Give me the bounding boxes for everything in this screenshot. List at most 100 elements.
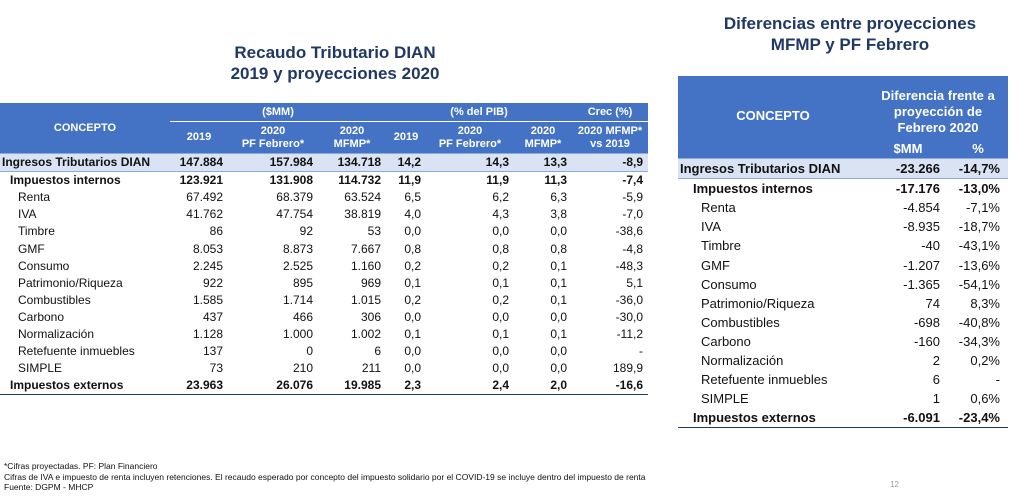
row-label: Normalización <box>18 326 95 341</box>
table-row: Ingresos Tributarios DIAN 147.884 157.984 1… <box>0 152 649 173</box>
cell-v2020mfmp: 306 <box>360 309 381 324</box>
cell-p2019: 0,1 <box>404 326 421 341</box>
cell-v2020mfmp: 1.002 <box>350 326 381 341</box>
table-row: Retefuente inmuebles 6 - <box>678 370 1008 389</box>
cell-v2020pf: 68.379 <box>276 190 313 205</box>
cell-crec: -7,4 <box>622 173 644 188</box>
cell-p2020mfmp: 13,3 <box>514 152 573 173</box>
cell-p2020mfmp: 0,0 <box>550 224 568 239</box>
row-label: SIMPLE <box>701 391 749 407</box>
cell-v2020pf: 8.873 <box>282 241 313 256</box>
cell-p2020pf: 0,0 <box>492 344 509 359</box>
cell-pct: 0,2% <box>970 352 1000 368</box>
cell-v2020mfmp: 134.718 <box>318 152 386 173</box>
cell-p2020mfmp: 0,0 <box>550 309 568 324</box>
cell-v2020mfmp: 1.160 <box>350 258 381 273</box>
cell-mm: -8.935 <box>903 219 940 235</box>
cell-p2020pf: 0,1 <box>492 275 509 290</box>
cell-p2020mfmp: 0,1 <box>550 275 568 290</box>
cell-pct: -13,0% <box>958 181 1000 197</box>
cell-v2020pf: 210 <box>292 361 313 376</box>
cell-v2020mfmp: 63.524 <box>344 190 381 205</box>
row-label: Patrimonio/Riqueza <box>701 295 815 311</box>
table-row: Impuestos externos 23.963 26.076 19.985 2,3 2… <box>0 377 649 396</box>
right-header-row-1: CONCEPTO Diferencia frente a proyección … <box>678 76 1008 159</box>
cell-v2019: 1.585 <box>192 292 223 307</box>
cell-v2019: 23.963 <box>170 377 228 396</box>
cell-p2020mfmp: 6,3 <box>550 190 568 205</box>
table-row: Impuestos internos -17.176 -13,0% <box>678 179 1008 199</box>
footnote-line-2: Cifras de IVA e impuesto de renta incluy… <box>4 471 646 482</box>
cell-v2020mfmp: 53 <box>367 224 381 239</box>
cell-p2020mfmp: 0,1 <box>550 292 568 307</box>
cell-p2020mfmp: 0,0 <box>550 344 568 359</box>
footnote-line-1: *Cifras proyectadas. PF: Plan Financiero <box>4 461 158 471</box>
row-label: Ingresos Tributarios DIAN <box>678 157 868 180</box>
table-row: Timbre -40 -43,1% <box>678 236 1008 255</box>
cell-p2020mfmp: 11,3 <box>544 173 568 188</box>
right-header-row-2: $MM % <box>678 138 1008 159</box>
cell-p2019: 0,0 <box>404 344 421 359</box>
cell-p2020pf: 6,2 <box>492 190 509 205</box>
cell-v2020pf: 1.714 <box>282 292 313 307</box>
table-row: SIMPLE 1 0,6% <box>678 389 1008 408</box>
pib-2019-header: 2019 <box>386 121 426 154</box>
cell-v2019: 8.053 <box>192 241 223 256</box>
left-header-row-2: 2019 2020 PF Febrero* 2020 MFMP* 2019 2020… <box>0 121 649 154</box>
cell-crec: - <box>639 344 644 359</box>
cell-crec: 189,9 <box>613 361 644 376</box>
cell-v2019: 1.128 <box>192 326 223 341</box>
cell-v2019: 437 <box>202 309 223 324</box>
row-label: Carbono <box>701 333 751 349</box>
cell-p2020pf: 0,0 <box>492 361 509 376</box>
cell-v2020pf: 466 <box>292 309 313 324</box>
table-row: Carbono 437 466 306 0,0 0,0 0,0 -30,0 <box>0 309 648 326</box>
col-pct-header: % <box>948 138 1008 159</box>
cell-v2020pf: 26.076 <box>228 377 318 396</box>
cell-crec: -8,9 <box>572 152 649 173</box>
row-label: Ingresos Tributarios DIAN <box>0 152 170 173</box>
cell-crec: -7,0 <box>622 207 644 222</box>
table-row: Carbono -160 -34,3% <box>678 332 1008 351</box>
cell-pct: -40,8% <box>958 314 1000 330</box>
cell-p2020pf: 14,3 <box>426 152 514 173</box>
col-mm-header: $MM <box>868 138 948 159</box>
cell-p2020pf: 0,0 <box>492 224 509 239</box>
left-header-row-1: CONCEPTO ($MM) (% del PIB) Crec (%) <box>0 103 649 154</box>
cell-mm: -160 <box>913 333 940 349</box>
group-pib-header: (% del PIB) <box>386 103 573 122</box>
row-label: Impuestos externos <box>0 377 170 396</box>
left-title-line1: Recaudo Tributario DIAN <box>234 43 436 62</box>
col-2019-header: 2019 <box>170 121 228 154</box>
left-title-line2: 2019 y proyecciones 2020 <box>230 64 440 83</box>
table-row: IVA 41.762 47.754 38.819 4,0 4,3 3,8 -7,0 <box>0 206 648 223</box>
cell-pct: -13,6% <box>958 257 1000 273</box>
cell-v2020pf: 92 <box>299 224 313 239</box>
table-row: Consumo -1.365 -54,1% <box>678 275 1008 294</box>
cell-crec: -16,6 <box>572 377 649 396</box>
cell-mm: -17.176 <box>895 181 940 197</box>
cell-p2020mfmp: 3,8 <box>550 207 568 222</box>
row-label: Retefuente inmuebles <box>701 372 828 388</box>
diferencias-table-body: Ingresos Tributarios DIAN -23.266 -14,7% Im… <box>678 157 1008 429</box>
cell-v2020pf: 2.525 <box>282 258 313 273</box>
row-label: GMF <box>701 257 730 273</box>
cell-p2020pf: 0,2 <box>492 258 509 273</box>
cell-v2019: 137 <box>202 344 223 359</box>
cell-mm: -6.091 <box>868 408 948 429</box>
row-label: Impuestos externos <box>678 408 868 429</box>
table-row: Renta -4.854 -7,1% <box>678 198 1008 217</box>
cell-p2020mfmp: 0,8 <box>550 241 568 256</box>
row-label: Normalización <box>701 352 784 368</box>
cell-v2020mfmp: 1.015 <box>350 292 381 307</box>
cell-p2019: 0,2 <box>404 258 421 273</box>
table-row: GMF -1.207 -13,6% <box>678 255 1008 274</box>
cell-p2020pf: 11,9 <box>486 173 509 188</box>
cell-pct: -14,7% <box>948 157 1008 180</box>
recaudo-table-body: Ingresos Tributarios DIAN 147.884 157.984 1… <box>0 152 649 396</box>
cell-p2020pf: 0,1 <box>492 326 509 341</box>
cell-v2020mfmp: 38.819 <box>344 207 381 222</box>
cell-v2020pf: 47.754 <box>276 207 313 222</box>
cell-mm: -4.854 <box>903 200 940 216</box>
cell-p2019: 6,5 <box>404 190 421 205</box>
